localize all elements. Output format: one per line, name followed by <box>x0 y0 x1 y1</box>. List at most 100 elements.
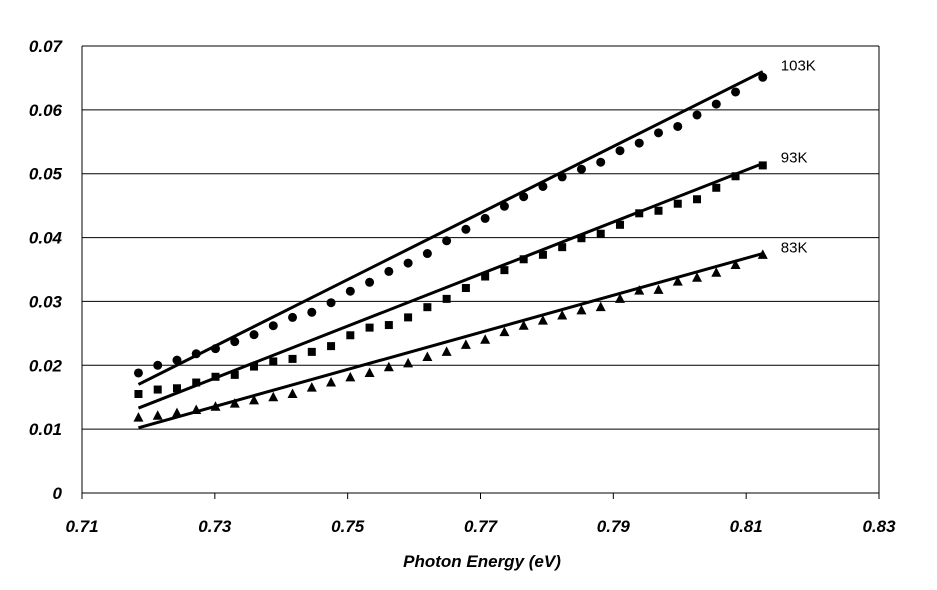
point-103K <box>230 337 240 347</box>
point-93K <box>172 384 181 393</box>
y-tick-label: 0.03 <box>29 292 63 311</box>
series-label-103K: 103K <box>781 58 816 75</box>
x-tick-label: 0.71 <box>65 517 98 536</box>
point-103K <box>615 146 625 156</box>
point-103K <box>326 298 336 308</box>
point-103K <box>758 72 768 82</box>
point-93K <box>654 206 663 215</box>
point-83K <box>364 367 375 377</box>
point-83K <box>268 391 279 402</box>
point-83K <box>441 346 452 356</box>
gridlines <box>82 45 879 430</box>
point-93K <box>134 390 143 399</box>
point-93K <box>423 303 432 312</box>
point-93K <box>250 362 259 371</box>
point-83K <box>133 412 144 422</box>
point-83K <box>537 315 548 325</box>
point-103K <box>384 266 394 276</box>
point-83K <box>595 301 606 312</box>
point-93K <box>442 294 451 303</box>
series-label-83K: 83K <box>781 240 808 257</box>
x-tick-label: 0.83 <box>862 517 896 536</box>
point-93K <box>307 347 316 356</box>
point-93K <box>288 354 297 363</box>
point-83K <box>634 285 645 295</box>
fit-lines <box>137 70 764 430</box>
point-83K <box>422 351 433 361</box>
point-93K <box>519 255 528 264</box>
point-83K <box>557 309 568 320</box>
point-93K <box>558 243 567 252</box>
plot-area <box>82 46 879 493</box>
y-tick-label: 0.02 <box>29 356 63 375</box>
point-93K <box>461 284 470 293</box>
y-tick-label: 0.05 <box>29 165 63 184</box>
point-93K <box>211 372 220 381</box>
x-tick-label: 0.81 <box>730 517 763 536</box>
y-tick-label: 0.01 <box>29 420 62 439</box>
point-83K <box>403 357 414 368</box>
fit-line-103K <box>137 70 764 386</box>
point-83K <box>711 267 722 277</box>
point-103K <box>480 213 490 223</box>
point-103K <box>172 355 182 365</box>
point-103K <box>345 286 355 296</box>
y-tick-label: 0.04 <box>29 229 63 248</box>
tick-labels: 0 0.01 0.02 0.03 0.04 0.05 0.06 0.07 0.71 0.73 0.7… <box>29 37 896 536</box>
point-103K <box>576 164 586 174</box>
fit-line-93K <box>137 162 764 410</box>
point-83K <box>345 371 356 382</box>
y-tick-label: 0.07 <box>29 37 64 56</box>
point-103K <box>442 236 452 246</box>
point-93K <box>327 342 336 351</box>
point-93K <box>230 370 239 379</box>
point-83K <box>287 388 298 399</box>
point-83K <box>480 334 491 344</box>
point-103K <box>191 349 201 359</box>
point-83K <box>306 382 317 392</box>
axes <box>81 46 880 499</box>
point-83K <box>229 398 240 408</box>
point-103K <box>210 344 220 354</box>
point-103K <box>711 99 721 109</box>
point-83K <box>210 401 221 411</box>
point-93K <box>538 250 547 259</box>
point-103K <box>596 157 606 167</box>
point-103K <box>249 330 259 340</box>
point-103K <box>268 321 278 331</box>
fit-line-83K <box>138 252 764 430</box>
point-103K <box>538 181 548 191</box>
point-93K <box>635 209 644 218</box>
point-83K <box>191 404 202 414</box>
point-83K <box>672 276 683 286</box>
point-103K <box>288 312 298 322</box>
point-83K <box>757 249 768 259</box>
point-103K <box>461 224 471 234</box>
point-83K <box>692 272 703 282</box>
point-83K <box>326 377 337 387</box>
point-93K <box>731 172 740 181</box>
point-103K <box>307 307 317 317</box>
point-83K <box>460 339 471 349</box>
point-93K <box>269 357 278 366</box>
point-103K <box>519 192 529 202</box>
point-103K <box>422 249 432 259</box>
point-93K <box>712 183 721 192</box>
point-83K <box>730 259 741 270</box>
point-83K <box>152 410 163 420</box>
point-103K <box>731 87 741 97</box>
point-103K <box>692 110 702 120</box>
point-93K <box>404 313 413 322</box>
point-93K <box>153 385 162 394</box>
point-83K <box>614 293 625 303</box>
point-93K <box>500 266 509 275</box>
point-83K <box>499 326 510 337</box>
point-103K <box>133 368 143 378</box>
point-93K <box>346 331 355 340</box>
point-93K <box>192 378 201 387</box>
point-103K <box>557 172 567 182</box>
point-103K <box>499 201 509 211</box>
data-points <box>133 72 768 422</box>
x-tick-label: 0.77 <box>464 517 499 536</box>
point-103K <box>153 360 163 370</box>
